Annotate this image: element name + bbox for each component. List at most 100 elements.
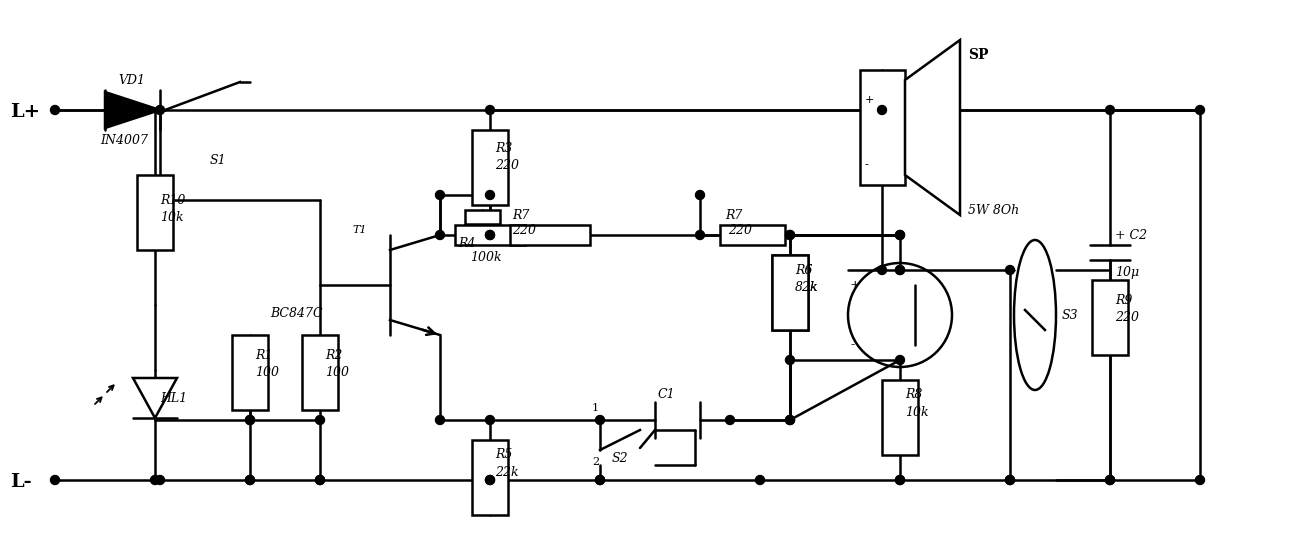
Text: 100: 100: [325, 367, 348, 379]
Text: 220: 220: [512, 223, 536, 237]
Bar: [455, 225, 525, 245]
Circle shape: [485, 416, 494, 424]
Text: -: -: [850, 339, 854, 351]
Circle shape: [316, 476, 325, 485]
Circle shape: [878, 266, 887, 275]
Bar: [302, 335, 338, 410]
Bar: [510, 225, 590, 245]
Bar: [772, 255, 809, 330]
Text: 10k: 10k: [905, 405, 928, 418]
Polygon shape: [105, 92, 160, 128]
Bar: [720, 225, 785, 245]
Bar: [772, 255, 809, 330]
Circle shape: [896, 231, 905, 240]
Circle shape: [896, 355, 905, 364]
Text: R6: R6: [796, 263, 812, 276]
Circle shape: [1005, 476, 1014, 485]
Text: R9: R9: [1115, 294, 1132, 306]
Text: R2: R2: [325, 349, 342, 361]
Circle shape: [485, 231, 494, 240]
Text: -: -: [864, 160, 868, 170]
Text: 1: 1: [592, 403, 599, 413]
Text: HL1: HL1: [160, 392, 187, 404]
Circle shape: [156, 105, 165, 115]
Circle shape: [785, 355, 794, 364]
Circle shape: [696, 231, 705, 240]
Text: R3: R3: [495, 141, 512, 154]
Text: +: +: [850, 278, 861, 291]
Text: + C2: + C2: [1115, 228, 1147, 242]
Circle shape: [785, 416, 794, 424]
Text: L+: L+: [10, 103, 40, 121]
Text: R6: R6: [796, 263, 812, 276]
Text: BC847C: BC847C: [270, 306, 322, 320]
Circle shape: [485, 476, 494, 485]
Circle shape: [595, 476, 604, 485]
Circle shape: [696, 190, 705, 199]
Text: 2: 2: [592, 457, 599, 467]
Circle shape: [151, 476, 160, 485]
Circle shape: [595, 416, 604, 424]
Circle shape: [246, 476, 255, 485]
Text: R8: R8: [905, 388, 923, 402]
Circle shape: [785, 416, 794, 424]
Circle shape: [485, 105, 494, 115]
Circle shape: [156, 476, 165, 485]
Text: L-: L-: [10, 473, 31, 491]
Text: 10μ: 10μ: [1115, 266, 1139, 278]
Circle shape: [316, 476, 325, 485]
Text: 82k: 82k: [796, 281, 819, 294]
Circle shape: [1005, 266, 1014, 275]
Bar: [472, 130, 508, 205]
Circle shape: [246, 476, 255, 485]
Circle shape: [246, 416, 255, 424]
Circle shape: [878, 105, 887, 115]
Bar: [472, 440, 508, 515]
Circle shape: [436, 416, 445, 424]
Bar: [861, 70, 905, 185]
Circle shape: [485, 190, 494, 199]
Text: 10k: 10k: [160, 211, 183, 223]
Bar: [136, 175, 173, 250]
Text: R7: R7: [725, 208, 742, 222]
Text: S1: S1: [211, 154, 226, 167]
Circle shape: [1105, 476, 1114, 485]
Text: R5: R5: [495, 448, 512, 462]
Text: SP: SP: [968, 48, 988, 62]
Text: S2: S2: [612, 452, 629, 465]
Text: 22k: 22k: [495, 466, 519, 478]
Polygon shape: [905, 40, 959, 215]
Circle shape: [485, 231, 494, 240]
Text: C1: C1: [658, 388, 676, 402]
Circle shape: [896, 266, 905, 275]
Circle shape: [436, 231, 445, 240]
Circle shape: [755, 476, 764, 485]
Circle shape: [785, 231, 794, 240]
Text: R4: R4: [458, 237, 476, 250]
Circle shape: [1196, 105, 1205, 115]
Circle shape: [595, 476, 604, 485]
Circle shape: [896, 231, 905, 240]
Circle shape: [1196, 476, 1205, 485]
Text: 82k: 82k: [796, 281, 819, 294]
Text: IN4007: IN4007: [100, 134, 148, 146]
Text: +: +: [864, 95, 875, 105]
Bar: [231, 335, 268, 410]
Circle shape: [896, 476, 905, 485]
Text: 100: 100: [255, 367, 280, 379]
Text: 100k: 100k: [471, 251, 502, 263]
Text: 5W 8Oh: 5W 8Oh: [968, 203, 1019, 217]
Text: R7: R7: [512, 208, 529, 222]
Circle shape: [725, 416, 734, 424]
Text: R10: R10: [160, 193, 186, 207]
Circle shape: [896, 476, 905, 485]
Bar: [1092, 280, 1128, 355]
Circle shape: [485, 476, 494, 485]
Circle shape: [1005, 476, 1014, 485]
Text: S3: S3: [1062, 309, 1079, 321]
Bar: [465, 210, 500, 224]
Text: 220: 220: [1115, 310, 1139, 324]
Bar: [881, 380, 918, 455]
Circle shape: [51, 476, 60, 485]
Circle shape: [1105, 105, 1114, 115]
